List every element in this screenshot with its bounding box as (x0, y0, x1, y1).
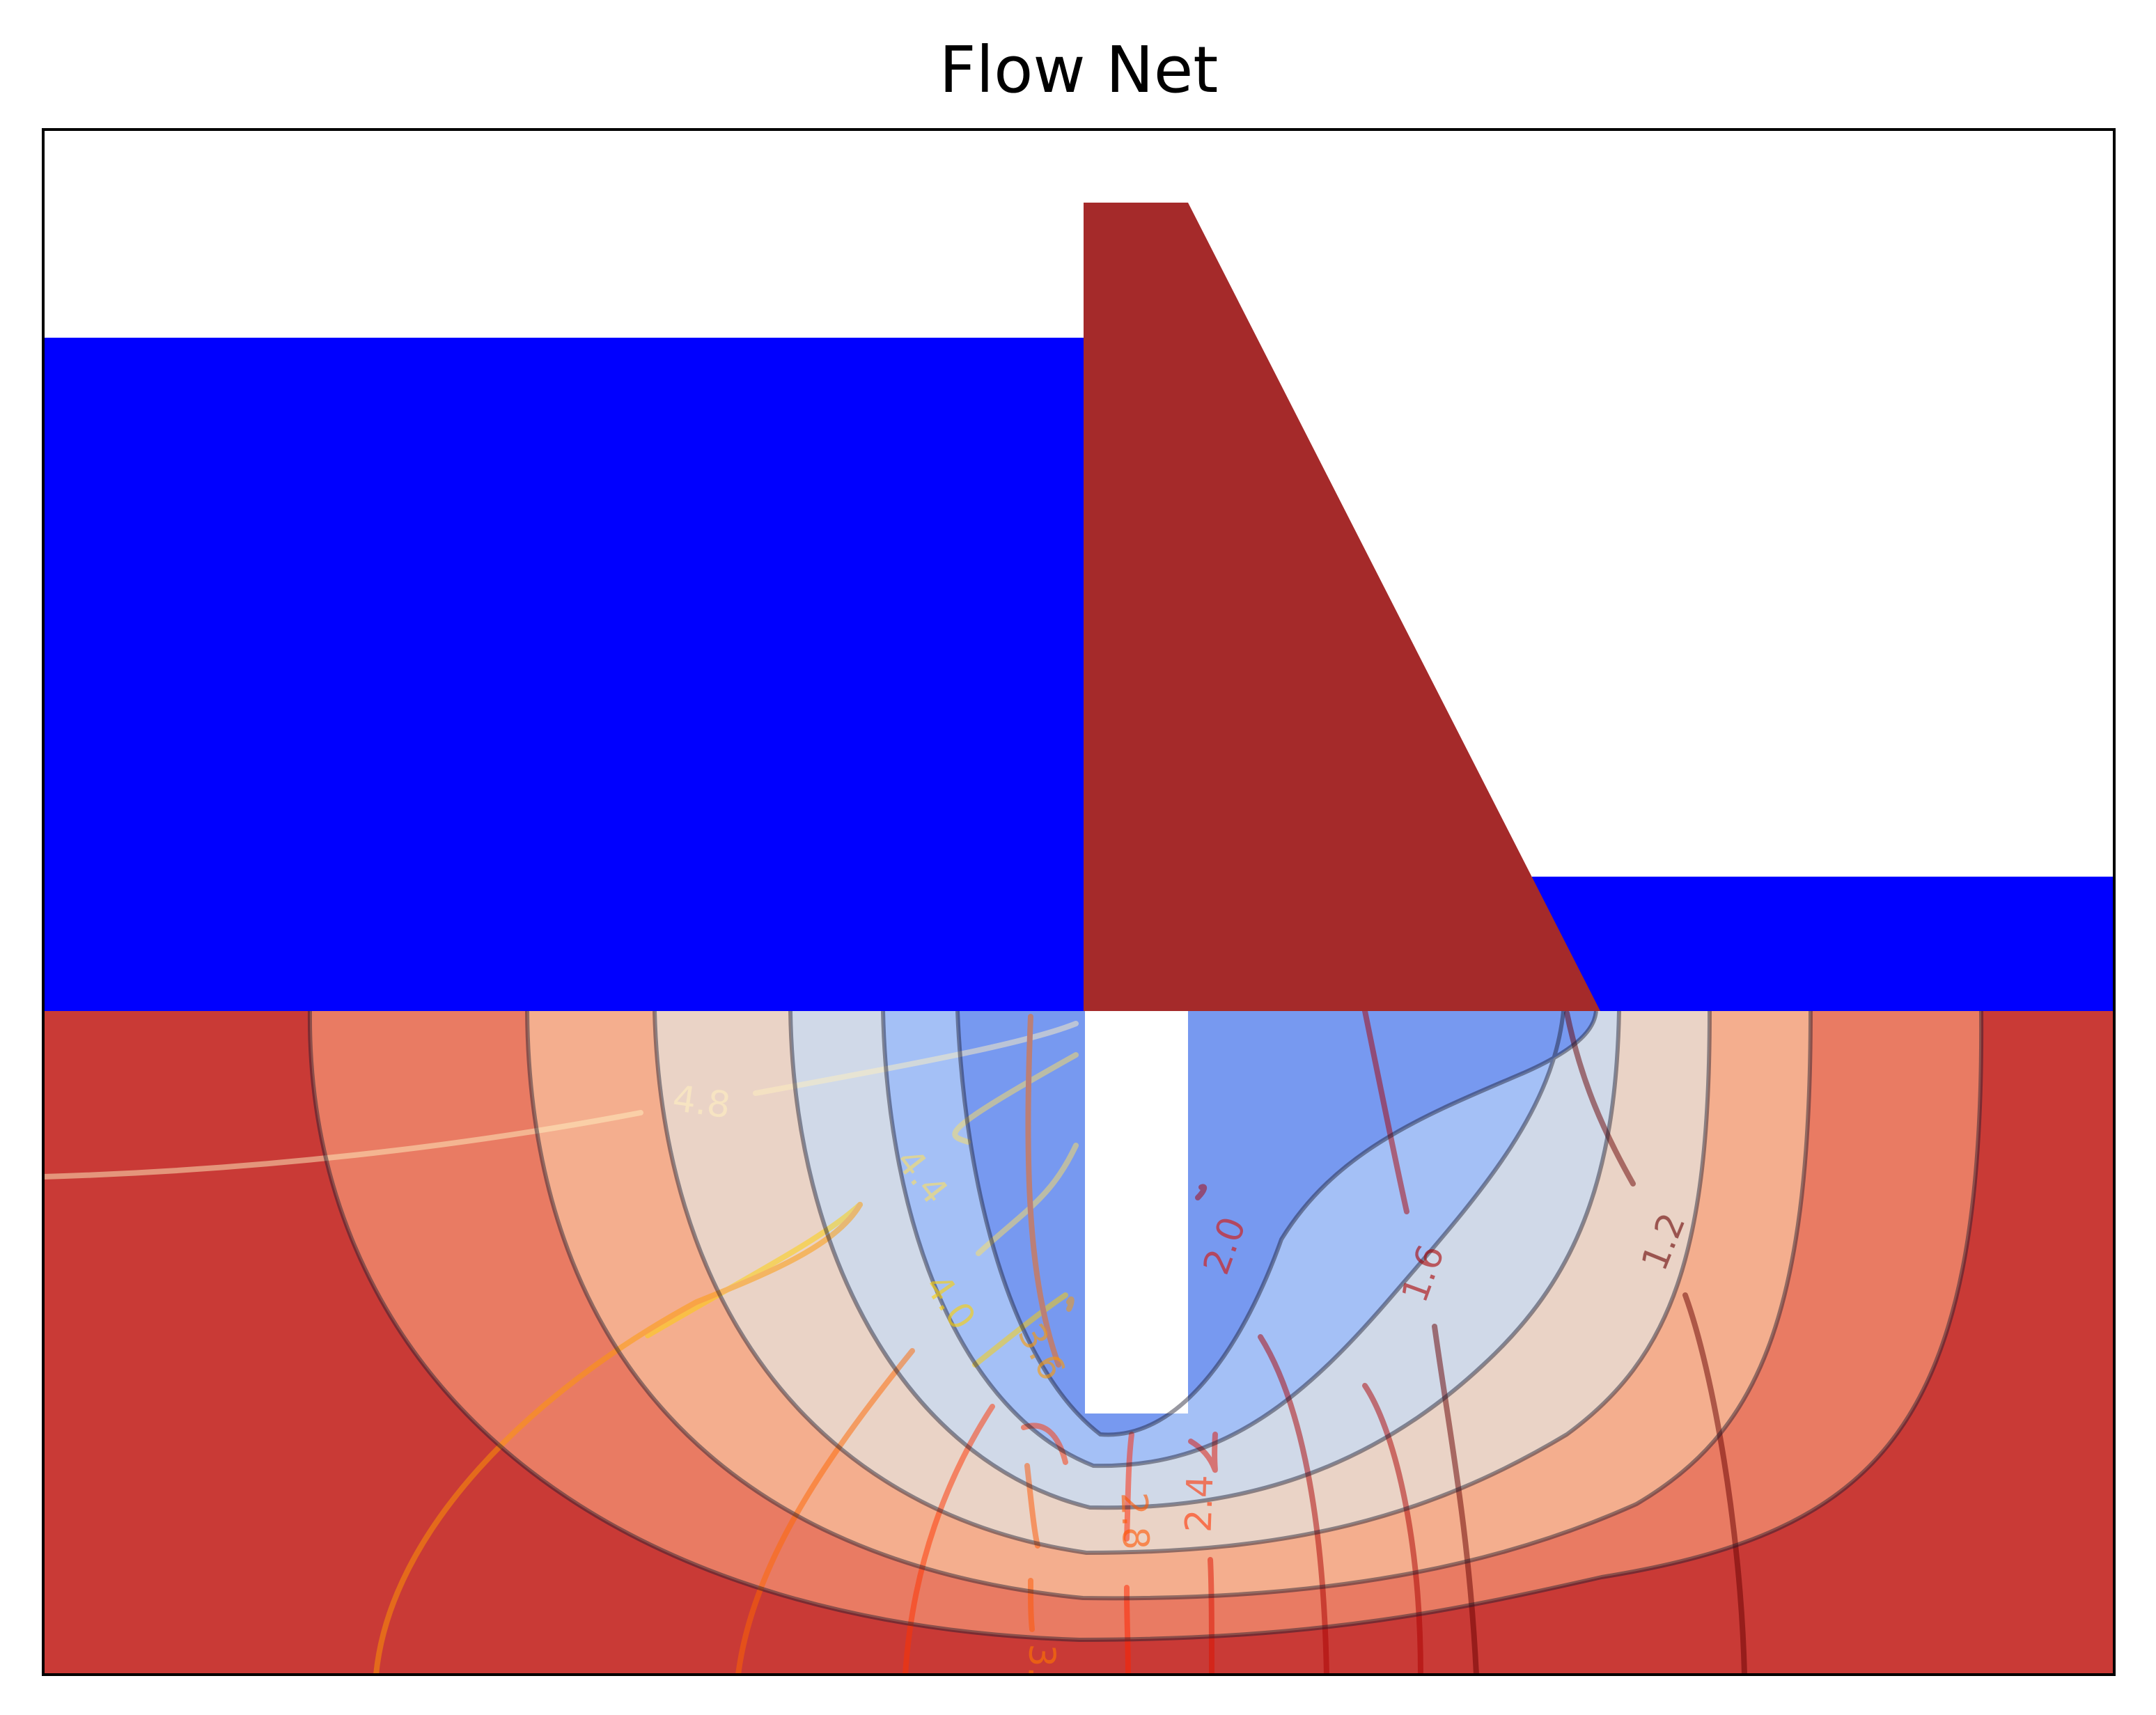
contour-label: 3. (1020, 1643, 1063, 1679)
head-contour-2.8 (903, 1404, 1068, 1675)
head-contour-4.0 (645, 1202, 1068, 1368)
head-contour-2.4 (1124, 1432, 1134, 1675)
axes-frame (42, 128, 2116, 1676)
head-contour-1.2 (1432, 1011, 1747, 1675)
head-contour-2.0 (1188, 1432, 1218, 1675)
stream-function-bands (43, 1011, 2114, 1675)
head-contour-4.8 (43, 1021, 1079, 1180)
head-contour-1.6 (1195, 1011, 1423, 1675)
head-contour-3.2 (735, 1014, 1061, 1675)
head-contours (43, 1011, 1747, 1675)
stream-line-2 (881, 1011, 1565, 1469)
dam-body (1084, 203, 1600, 1011)
head-contour-3.6 (373, 1202, 1075, 1675)
contour-label: 2.8 (1113, 1491, 1157, 1551)
stream-line-6 (307, 1011, 1984, 1643)
tailwater-region (1532, 877, 2114, 1011)
contour-label: 2.4 (1178, 1474, 1222, 1533)
sheet-pile (1085, 1011, 1188, 1413)
chart-title: Flow Net (939, 33, 1219, 107)
headwater-region (43, 338, 1085, 1011)
head-contour-3.x (1024, 1463, 1040, 1632)
stream-lines (307, 1011, 1984, 1643)
stream-line-3 (788, 1011, 1621, 1510)
stream-line-1 (955, 1011, 1598, 1437)
stream-line-4 (653, 1011, 1712, 1556)
stream-line-5 (525, 1011, 1813, 1601)
contour-label: 4.8 (670, 1078, 733, 1127)
